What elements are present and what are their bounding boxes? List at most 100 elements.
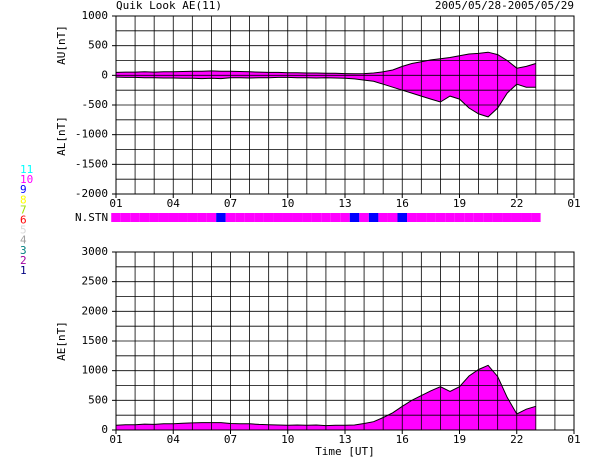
station-count-cell	[387, 213, 398, 222]
legend-entry: 9	[20, 183, 27, 196]
y-axis-label: AU[nT]	[55, 25, 68, 65]
legend-entry: 11	[20, 163, 33, 176]
x-tick-label: 19	[453, 197, 466, 210]
x-tick-label: 13	[338, 197, 351, 210]
station-count-cell	[407, 213, 417, 222]
x-tick-label: 19	[453, 433, 466, 446]
station-count-cell	[168, 213, 179, 222]
x-axis-label: Time [UT]	[315, 445, 375, 458]
x-tick-label: 10	[281, 433, 294, 446]
y-axis-label: N.STN	[75, 211, 108, 224]
y-tick-label: -2000	[75, 187, 108, 200]
y-tick-label: 3000	[82, 245, 109, 258]
station-count-cell	[302, 213, 312, 222]
station-count-cell	[531, 213, 541, 222]
plot-frame	[115, 251, 575, 431]
station-count-cell	[158, 213, 169, 222]
station-count-cell	[244, 213, 255, 222]
station-count-cell	[206, 213, 217, 222]
y-tick-label: 1500	[82, 334, 109, 347]
y-tick-label: -500	[82, 98, 109, 111]
x-tick-label: 04	[167, 433, 181, 446]
station-count-cell	[464, 213, 474, 222]
station-count-cell	[378, 213, 388, 222]
station-count-cell	[273, 213, 283, 222]
x-tick-label: 01	[109, 433, 122, 446]
legend-entry: 2	[20, 254, 27, 267]
station-count-cell	[502, 213, 512, 222]
legend-entry: 6	[20, 214, 27, 227]
station-count-cell	[120, 213, 131, 222]
y-axis-label: AL[nT]	[55, 116, 68, 156]
station-count-cell	[521, 213, 532, 222]
legend-entry: 3	[20, 244, 27, 257]
x-tick-label: 04	[167, 197, 181, 210]
station-count-cell	[292, 213, 303, 222]
station-count-cell	[426, 213, 436, 222]
y-tick-label: 1000	[82, 364, 109, 377]
y-tick-label: 0	[101, 423, 108, 436]
area-fill	[116, 52, 536, 76]
station-count-cell	[321, 213, 331, 222]
y-tick-label: -1500	[75, 157, 108, 170]
station-count-cell	[197, 213, 207, 222]
x-tick-label: 22	[510, 433, 523, 446]
station-count-cell	[149, 213, 159, 222]
x-tick-label: 07	[224, 197, 237, 210]
station-count-cell	[311, 213, 322, 222]
station-count-cell	[282, 213, 293, 222]
station-count-cell	[130, 213, 140, 222]
station-count-cell	[216, 213, 226, 222]
station-count-cell	[397, 213, 408, 222]
station-count-cell	[111, 213, 121, 222]
y-tick-label: -1000	[75, 128, 108, 141]
area-fill	[116, 75, 536, 117]
date-range: 2005/05/28-2005/05/29	[435, 0, 574, 12]
y-tick-label: 1000	[82, 9, 109, 22]
station-count-cell	[511, 213, 522, 222]
station-count-cell	[139, 213, 150, 222]
y-axis-label: AE[nT]	[55, 321, 68, 361]
station-count-cell	[178, 213, 188, 222]
x-tick-label: 07	[224, 433, 237, 446]
area-fill	[116, 365, 536, 430]
plot-frame	[115, 15, 575, 195]
y-tick-label: 2500	[82, 275, 109, 288]
station-count-cell	[359, 213, 369, 222]
station-count-cell	[263, 213, 274, 222]
x-tick-label: 10	[281, 197, 294, 210]
y-tick-label: 2000	[82, 304, 109, 317]
station-count-cell	[340, 213, 350, 222]
station-count-cell	[492, 213, 503, 222]
station-count-cell	[330, 213, 341, 222]
y-tick-label: 0	[101, 68, 108, 81]
x-tick-label: 16	[396, 197, 409, 210]
y-tick-label: 500	[88, 393, 108, 406]
legend-entry: 7	[20, 203, 27, 216]
station-count-cell	[435, 213, 446, 222]
station-count-cell	[454, 213, 465, 222]
x-tick-label: 22	[510, 197, 523, 210]
station-count-cell	[254, 213, 264, 222]
x-tick-label: 01	[567, 197, 580, 210]
legend-entry: 10	[20, 173, 33, 186]
legend-entry: 8	[20, 193, 27, 206]
legend-entry: 5	[20, 224, 27, 237]
station-count-cell	[416, 213, 427, 222]
y-tick-label: 500	[88, 39, 108, 52]
station-count-cell	[445, 213, 455, 222]
station-count-cell	[473, 213, 484, 222]
x-tick-label: 01	[109, 197, 122, 210]
x-tick-label: 01	[567, 433, 580, 446]
legend-entry: 1	[20, 264, 27, 277]
chart-title: Quik Look AE(11)	[116, 0, 222, 12]
legend-entry: 4	[20, 234, 27, 247]
station-count-cell	[483, 213, 493, 222]
station-count-cell	[225, 213, 236, 222]
x-tick-label: 13	[338, 433, 351, 446]
station-count-cell	[349, 213, 360, 222]
x-tick-label: 16	[396, 433, 409, 446]
station-count-cell	[235, 213, 245, 222]
